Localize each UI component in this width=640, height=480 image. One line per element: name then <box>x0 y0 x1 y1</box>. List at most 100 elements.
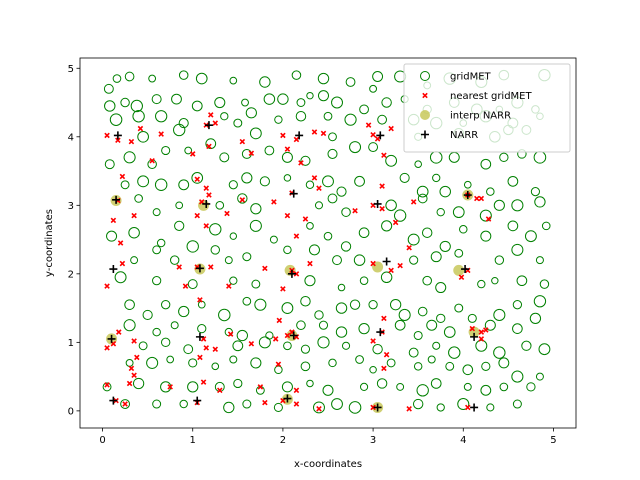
nearest-gridmet-point <box>298 160 304 166</box>
interp-narr-point <box>453 264 465 276</box>
gridmet-point <box>142 309 153 321</box>
narr-point <box>373 403 382 412</box>
gridmet-point <box>242 399 252 409</box>
narr-point-legend-marker <box>421 130 429 139</box>
gridmet-point <box>448 346 461 359</box>
nearest-gridmet-point <box>104 345 110 351</box>
nearest-gridmet-point <box>197 297 203 303</box>
nearest-gridmet-point <box>293 401 300 407</box>
narr-point <box>112 195 121 204</box>
nearest-gridmet-point <box>212 120 219 126</box>
gridmet-point <box>223 401 235 414</box>
gridmet-point <box>481 361 491 371</box>
gridmet-point <box>178 70 189 80</box>
gridmet-point <box>512 399 522 409</box>
gridmet-point <box>345 77 356 87</box>
gridmet-point <box>435 282 447 294</box>
gridmet-point <box>263 93 276 105</box>
gridmet-point <box>484 319 496 331</box>
interp-narr-point <box>198 199 210 211</box>
gridmet-point <box>493 308 506 321</box>
narr-point <box>289 189 298 198</box>
gridmet-point <box>335 326 348 338</box>
y-tick-label: 4 <box>68 132 74 143</box>
nearest-gridmet-point <box>302 216 309 222</box>
gridmet-point <box>237 193 248 204</box>
gridmet-point <box>349 299 361 310</box>
narr-point <box>283 394 292 403</box>
gridmet-point <box>317 72 330 85</box>
gridmet-point <box>125 358 134 367</box>
narr-point-series <box>107 121 479 412</box>
gridmet-point <box>104 100 116 112</box>
gridmet-point <box>430 378 442 389</box>
gridmet-point <box>422 275 433 286</box>
nearest-gridmet-point <box>116 329 122 335</box>
nearest-gridmet-point <box>227 331 234 337</box>
gridmet-point <box>381 220 393 232</box>
gridmet-point <box>448 151 460 163</box>
nearest-gridmet-point <box>320 130 327 137</box>
gridmet-point <box>187 279 198 290</box>
nearest-gridmet-point-legend-marker <box>422 92 428 99</box>
gridmet-point <box>210 245 220 255</box>
gridmet-point <box>308 244 320 256</box>
gridmet-point <box>251 279 261 289</box>
narr-point <box>193 396 202 405</box>
gridmet-point <box>467 313 477 323</box>
gridmet-point <box>452 206 465 219</box>
nearest-gridmet-point <box>406 245 412 251</box>
gridmet-point <box>372 71 384 82</box>
narr-point <box>195 332 204 341</box>
narr-point <box>373 199 382 208</box>
gridmet-point <box>480 384 492 396</box>
gridmet-point <box>170 321 179 330</box>
nearest-gridmet-point <box>365 122 372 128</box>
gridmet-point <box>195 72 208 85</box>
nearest-gridmet-point <box>104 382 110 388</box>
gridmet-point <box>130 99 143 113</box>
gridmet-point <box>368 300 378 310</box>
gridmet-point <box>224 256 233 265</box>
gridmet-point <box>377 114 388 125</box>
nearest-gridmet-point <box>311 129 318 135</box>
nearest-gridmet-point <box>352 208 358 214</box>
x-tick-label: 5 <box>550 435 556 446</box>
gridmet-point <box>300 361 311 372</box>
gridmet-point <box>436 313 446 324</box>
gridmet-point <box>154 178 168 192</box>
gridmet-point <box>229 232 238 240</box>
nearest-gridmet-point <box>465 404 471 411</box>
nearest-gridmet-point <box>392 219 399 226</box>
gridmet-point <box>439 240 451 253</box>
gridmet-point <box>281 151 293 163</box>
gridmet-point <box>459 225 468 234</box>
nearest-gridmet-point <box>483 327 489 333</box>
narr-point <box>463 191 472 200</box>
gridmet-point <box>439 185 451 198</box>
narr-point <box>195 264 204 273</box>
nearest-gridmet-point <box>194 176 201 183</box>
nearest-gridmet-point <box>189 151 196 157</box>
gridmet-point <box>498 357 510 369</box>
gridmet-point <box>380 271 393 284</box>
nearest-gridmet-point <box>226 283 232 289</box>
gridmet-point <box>229 355 238 364</box>
nearest-gridmet-point <box>239 197 246 203</box>
nearest-gridmet-point <box>207 264 214 270</box>
legend-label: interp NARR <box>450 111 511 122</box>
nearest-gridmet-point <box>275 361 282 368</box>
gridmet-point <box>454 248 464 258</box>
interp-narr-point-series <box>106 189 480 413</box>
nearest-gridmet-point <box>149 158 155 164</box>
gridmet-point <box>152 327 161 337</box>
gridmet-point <box>229 276 238 285</box>
gridmet-point <box>475 339 488 352</box>
gridmet-point <box>245 107 257 119</box>
gridmet-point <box>353 254 366 266</box>
gridmet-point <box>327 148 338 159</box>
gridmet-point <box>114 271 127 284</box>
gridmet-point <box>480 230 492 242</box>
gridmet-point <box>417 306 428 317</box>
